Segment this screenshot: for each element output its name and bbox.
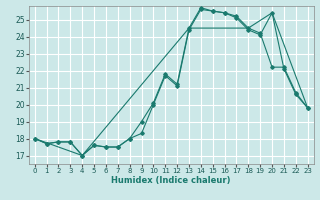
X-axis label: Humidex (Indice chaleur): Humidex (Indice chaleur) [111,176,231,185]
